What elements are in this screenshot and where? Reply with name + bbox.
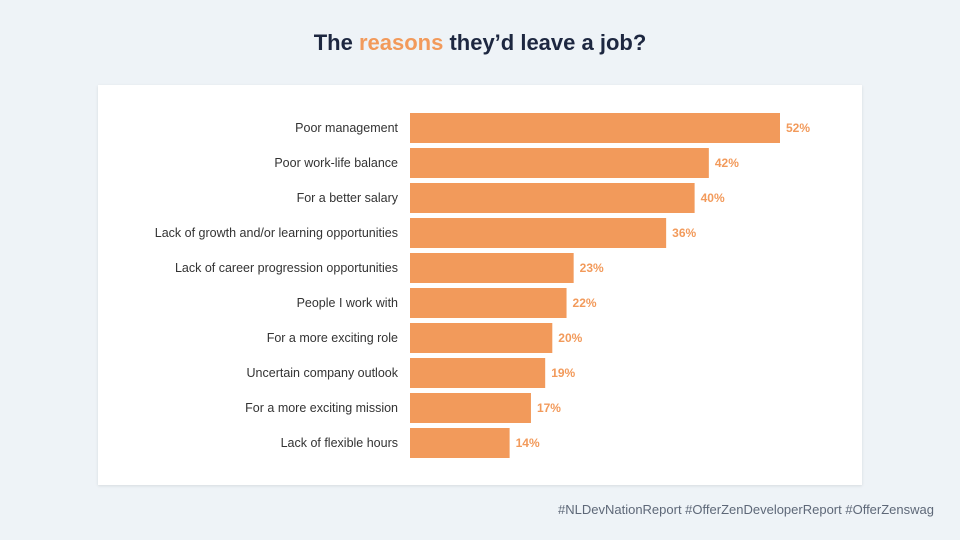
title-suffix: they’d leave a job?	[443, 30, 647, 55]
value-label-10: 14%	[516, 436, 540, 450]
category-label-7: For a more exciting role	[267, 331, 398, 345]
category-label-3: For a better salary	[297, 191, 399, 205]
bar-2	[410, 148, 709, 178]
category-label-6: People I work with	[297, 296, 398, 310]
page-title: The reasons they’d leave a job?	[0, 30, 960, 56]
category-label-4: Lack of growth and/or learning opportuni…	[155, 226, 398, 240]
value-label-9: 17%	[537, 401, 561, 415]
category-label-10: Lack of flexible hours	[281, 436, 398, 450]
footer-hashtags: #NLDevNationReport #OfferZenDeveloperRep…	[558, 502, 934, 517]
bar-3	[410, 183, 695, 213]
bar-10	[410, 428, 510, 458]
bar-4	[410, 218, 667, 248]
title-prefix: The	[313, 30, 359, 55]
bar-9	[410, 393, 531, 423]
category-label-9: For a more exciting mission	[245, 401, 398, 415]
category-label-1: Poor management	[295, 121, 398, 135]
title-highlight: reasons	[358, 30, 444, 55]
bar-1	[410, 113, 780, 143]
category-label-2: Poor work-life balance	[274, 156, 398, 170]
bar-7	[410, 323, 553, 353]
value-label-3: 40%	[701, 191, 725, 205]
bar-5	[410, 253, 574, 283]
value-label-8: 19%	[551, 366, 575, 380]
value-label-2: 42%	[715, 156, 739, 170]
value-label-4: 36%	[672, 226, 696, 240]
chart-card: Poor management 52% Poor work-life balance…	[98, 85, 862, 485]
value-label-5: 23%	[580, 261, 604, 275]
value-label-7: 20%	[558, 331, 582, 345]
bar-8	[410, 358, 546, 388]
category-label-8: Uncertain company outlook	[247, 366, 399, 380]
value-label-1: 52%	[786, 121, 810, 135]
bar-6	[410, 288, 567, 318]
category-label-5: Lack of career progression opportunities	[175, 261, 398, 275]
bar-chart: Poor management 52% Poor work-life balance…	[155, 113, 810, 458]
value-label-6: 22%	[573, 296, 597, 310]
